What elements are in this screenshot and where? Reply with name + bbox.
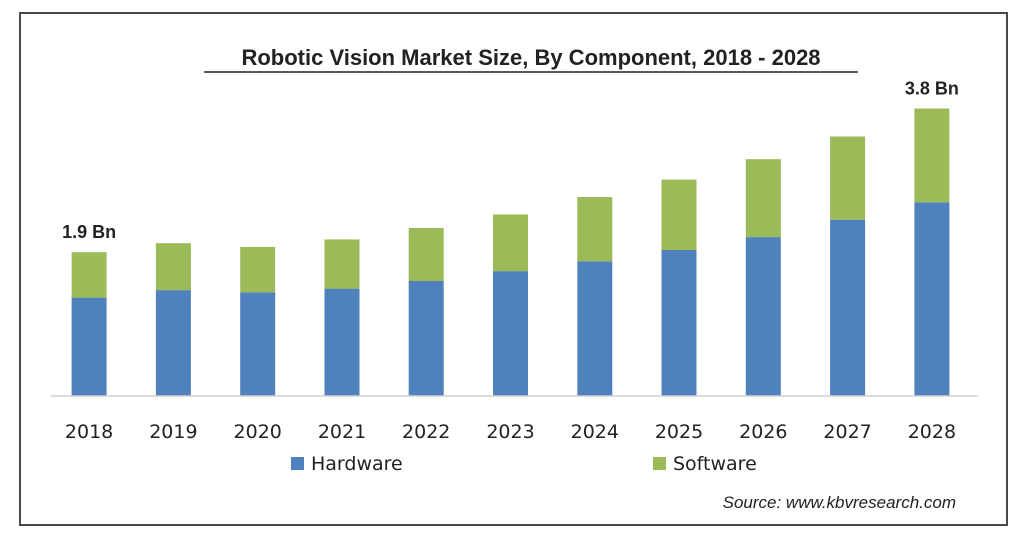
- bar-hardware-2024: [577, 261, 613, 396]
- x-tick-label: 2025: [655, 421, 703, 443]
- bar-software-2018: [71, 252, 107, 298]
- bars-layer: [71, 108, 950, 396]
- chart-title: Robotic Vision Market Size, By Component…: [241, 45, 820, 70]
- bar-software-2023: [493, 214, 528, 272]
- x-tick-label: 2026: [739, 421, 787, 443]
- x-tick-label: 2027: [823, 421, 871, 443]
- bar-hardware-2018: [71, 297, 107, 396]
- legend-label-software: Software: [673, 453, 757, 475]
- x-tick-label: 2019: [149, 421, 197, 443]
- bar-software-2020: [240, 246, 276, 293]
- bar-hardware-2026: [745, 237, 781, 396]
- x-tick-label: 2022: [402, 421, 450, 443]
- bar-hardware-2023: [493, 271, 528, 396]
- bar-hardware-2020: [240, 292, 276, 396]
- bar-software-2026: [745, 159, 781, 238]
- annotations-layer: 1.9 Bn 3.8 Bn: [62, 79, 959, 243]
- legend-item-software: Software: [653, 453, 757, 475]
- legend: Hardware Software: [291, 453, 757, 475]
- x-tick-label: 2028: [908, 421, 956, 443]
- legend-item-hardware: Hardware: [291, 453, 403, 475]
- bar-software-2022: [408, 228, 444, 281]
- legend-label-hardware: Hardware: [311, 453, 403, 475]
- x-tick-label: 2018: [65, 421, 113, 443]
- bar-software-2028: [914, 108, 950, 203]
- bar-software-2025: [661, 179, 697, 250]
- bar-hardware-2019: [155, 290, 191, 396]
- source-note: Source: www.kbvresearch.com: [723, 493, 956, 512]
- chart-frame: Robotic Vision Market Size, By Component…: [19, 12, 1008, 526]
- total-label-2018: 1.9 Bn: [62, 222, 116, 242]
- x-tick-label: 2020: [234, 421, 282, 443]
- bar-hardware-2022: [408, 281, 444, 396]
- bar-chart: Robotic Vision Market Size, By Component…: [51, 45, 978, 512]
- x-tick-label: 2023: [486, 421, 534, 443]
- bar-software-2027: [830, 136, 866, 220]
- bar-software-2021: [324, 239, 360, 289]
- bar-software-2019: [155, 243, 191, 291]
- x-tick-label: 2021: [318, 421, 366, 443]
- bar-hardware-2028: [914, 202, 950, 396]
- x-tick-labels: 2018 2019 2020 2021 2022 2023 2024 2025 2026 2027…: [65, 421, 956, 443]
- x-tick-label: 2024: [571, 421, 619, 443]
- bar-hardware-2027: [830, 219, 866, 396]
- bar-software-2024: [577, 197, 613, 262]
- bar-hardware-2025: [661, 250, 697, 396]
- legend-swatch-software: [653, 457, 666, 470]
- bar-hardware-2021: [324, 288, 360, 396]
- total-label-2028: 3.8 Bn: [905, 79, 959, 99]
- legend-swatch-hardware: [291, 457, 304, 470]
